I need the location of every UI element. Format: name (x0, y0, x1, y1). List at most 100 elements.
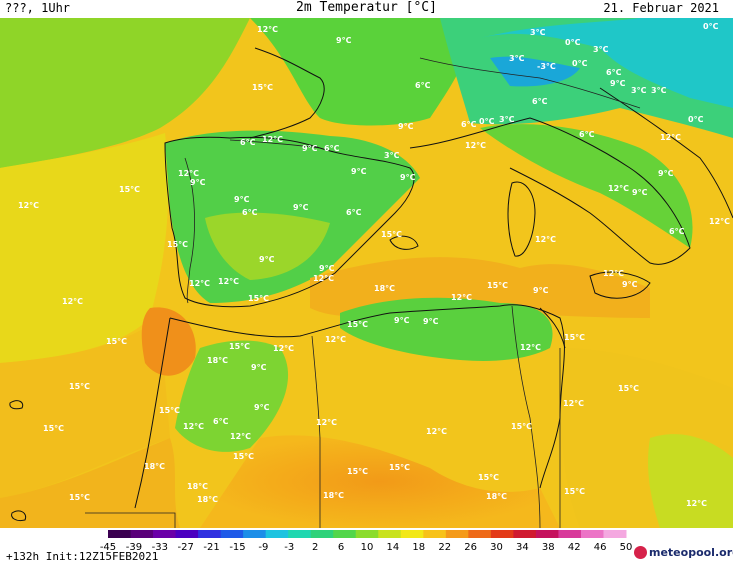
country-borders (85, 57, 641, 528)
temperature-label: 9°C (610, 79, 626, 88)
temperature-label: 15°C (478, 473, 499, 482)
temperature-label: 0°C (688, 115, 704, 124)
temperature-label: 12°C (18, 201, 39, 210)
temperature-label: 9°C (632, 188, 648, 197)
temperature-label: 12°C (178, 169, 199, 178)
temperature-label: 15°C (159, 406, 180, 415)
temperature-label: 12°C (262, 135, 283, 144)
colorbar-swatch (535, 530, 559, 538)
temperature-label: 15°C (487, 281, 508, 290)
temperature-label: 3°C (499, 115, 515, 124)
alps-deep (490, 56, 580, 87)
temperature-label: 15°C (69, 493, 90, 502)
east-africa-green (648, 434, 733, 528)
border-alps (419, 57, 641, 109)
colorbar-swatch (490, 530, 514, 538)
temperature-label: 6°C (213, 417, 229, 426)
map-title: 2m Temperatur [°C] (296, 0, 437, 15)
temperature-label: -3°C (537, 62, 556, 71)
colorbar-swatch (333, 530, 357, 538)
colorbar-tick-label: -39 (126, 542, 142, 552)
colorbar-swatch (513, 530, 537, 538)
temperature-labels: 12°C9°C3°C0°C0°C3°C3°C-3°C 0°C6°C9°C3°C 3°… (18, 22, 730, 508)
border-portugal-spain (184, 157, 195, 304)
france-green (250, 18, 480, 126)
colorbar-tick-label: -15 (229, 542, 245, 552)
temperature-label: 18°C (144, 462, 165, 471)
coast-iberia (164, 136, 415, 308)
temperature-label: 9°C (423, 317, 439, 326)
colorbar-swatches (108, 530, 627, 538)
colorbar-swatch (198, 530, 222, 538)
colorbar-tick-label: 26 (464, 542, 477, 552)
sahara-central (200, 435, 560, 528)
temperature-label: 12°C (465, 141, 486, 150)
coast-atlantic-africa (134, 317, 171, 509)
coast-sicily (589, 271, 651, 299)
colorbar-tick-label: 38 (542, 542, 555, 552)
colorbar-swatch (243, 530, 267, 538)
temperature-label: 3°C (384, 151, 400, 160)
temperature-label: 12°C (603, 269, 624, 278)
colorbar-swatch (265, 530, 289, 538)
temperature-label: 15°C (248, 294, 269, 303)
border-morocco-algeria (311, 335, 321, 528)
temperature-label: 3°C (530, 28, 546, 37)
temperature-label: 15°C (381, 230, 402, 239)
temperature-label: 12°C (257, 25, 278, 34)
temperature-label: 6°C (461, 120, 477, 129)
brand[interactable]: meteopool.org (634, 546, 733, 559)
colorbar-swatch (175, 530, 199, 538)
colorbar: -45 -39 -33 -27 -21 -15 -9 -3 2 6 10 14 18 22 26 30 34 38… (100, 530, 632, 552)
temperature-label: 6°C (669, 227, 685, 236)
temperature-label: 15°C (69, 382, 90, 391)
temperature-label: 6°C (532, 97, 548, 106)
colorbar-ticks: -45 -39 -33 -27 -21 -15 -9 -3 2 6 10 14 18 22 26 30 34 38… (100, 542, 632, 552)
colorbar-swatch (108, 530, 132, 538)
temperature-label: 15°C (252, 83, 273, 92)
temperature-label: 0°C (479, 117, 495, 126)
temperature-label: 12°C (426, 427, 447, 436)
temperature-label: 15°C (106, 337, 127, 346)
italy-green (480, 124, 693, 248)
colorbar-tick-label: 30 (490, 542, 503, 552)
temperature-label: 3°C (631, 86, 647, 95)
colorbar-tick-label: -27 (178, 542, 194, 552)
colorbar-tick-label: 10 (361, 542, 374, 552)
temperature-label: 9°C (251, 363, 267, 372)
temperature-label: 12°C (709, 217, 730, 226)
colorbar-swatch (355, 530, 379, 538)
north-atlantic-green (0, 18, 250, 168)
temperature-label: 9°C (293, 203, 309, 212)
colorbar-tick-label: -45 (100, 542, 116, 552)
temperature-label: 3°C (593, 45, 609, 54)
colorbar-tick-label: 2 (312, 542, 318, 552)
border-algeria-tunisia (511, 305, 541, 528)
colorbar-tick-label: -9 (258, 542, 268, 552)
coast-tunisia (539, 307, 566, 349)
temperature-label: 15°C (119, 185, 140, 194)
temperature-label: 9°C (394, 316, 410, 325)
coastlines (9, 47, 733, 521)
colorbar-tick-label: -21 (203, 542, 219, 552)
atlantic-yellow (0, 133, 169, 363)
colorbar-tick-label: 42 (568, 542, 581, 552)
temperature-label: 12°C (230, 432, 251, 441)
colorbar-swatch (423, 530, 447, 538)
temperature-label: 12°C (660, 133, 681, 142)
temperature-label: 12°C (535, 235, 556, 244)
temperature-label: 9°C (254, 403, 270, 412)
temperature-label: 9°C (398, 122, 414, 131)
temperature-label: 15°C (511, 422, 532, 431)
temperature-label: 18°C (207, 356, 228, 365)
temperature-label: 12°C (273, 344, 294, 353)
border-sahara (85, 512, 176, 528)
atlas-green (175, 340, 289, 452)
temperature-label: 12°C (62, 297, 83, 306)
colorbar-swatch (288, 530, 312, 538)
temperature-label: 9°C (319, 264, 335, 273)
temperature-label: 18°C (197, 495, 218, 504)
coast-adriatic (599, 87, 733, 219)
colorbar-swatch (220, 530, 244, 538)
